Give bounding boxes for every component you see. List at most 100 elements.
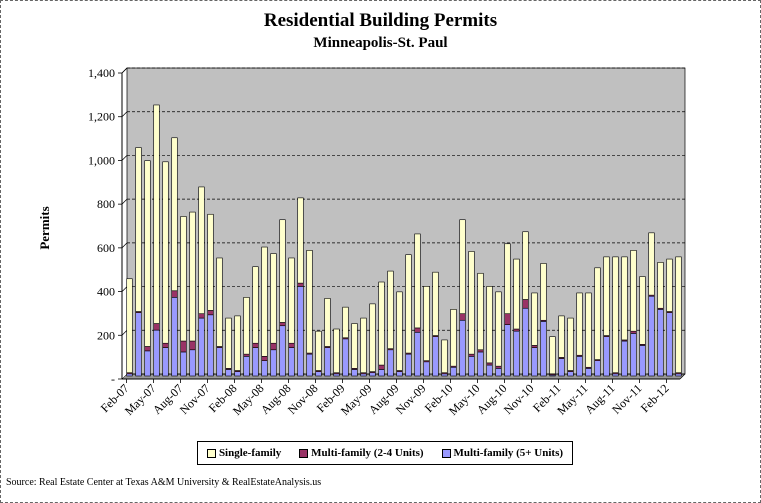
x-tick-label: May-11 [554, 381, 590, 417]
bar-segment [171, 137, 178, 292]
bar-segment [522, 231, 529, 300]
bar-segment [657, 262, 664, 309]
bar-segment [432, 271, 439, 336]
bar-segment [504, 324, 511, 377]
gridline-diagonal [121, 242, 128, 249]
bar-segment [513, 258, 520, 330]
bar-segment [558, 315, 565, 358]
y-tick-label: 400 [97, 285, 115, 299]
bar-segment [126, 278, 133, 374]
bar-segment [180, 216, 187, 342]
x-tick-label: May-10 [446, 381, 483, 418]
bar-segment [468, 356, 475, 377]
bar-segment [666, 258, 673, 312]
y-tick-label: 600 [97, 241, 115, 255]
x-tick-label: Nov-08 [285, 381, 321, 417]
bar-segment [396, 291, 403, 371]
bar-segment [225, 317, 232, 369]
x-tick-label: Nov-09 [393, 381, 429, 417]
bar-segment [225, 369, 232, 377]
bar-segment [252, 347, 259, 377]
bar-segment [261, 360, 268, 377]
bar-segment [423, 361, 430, 377]
bar-segment [207, 213, 214, 311]
bar-segment [153, 323, 160, 331]
bar-segment [585, 292, 592, 368]
bar-segment [405, 353, 412, 377]
bar-segment [540, 321, 547, 377]
bar-segment [252, 342, 259, 348]
bar-segment [495, 365, 502, 369]
bar-segment [162, 347, 169, 377]
bar-segment [513, 330, 520, 377]
bar-segment [612, 256, 619, 374]
bar-segment [360, 317, 367, 374]
bar-segment [405, 254, 412, 354]
bar-segment [585, 368, 592, 377]
bar-segment [459, 319, 466, 377]
legend-item-multi-2-4: Multi-family (2-4 Units) [299, 447, 424, 459]
x-tick-label: Nov-10 [501, 381, 537, 417]
bar-segment [621, 256, 628, 341]
x-tick-label: Feb-12 [638, 381, 672, 415]
bar-segment [576, 356, 583, 377]
bar-segment [423, 286, 430, 361]
bar-segment [603, 336, 610, 377]
bar-segment [414, 233, 421, 329]
bar-segment [189, 349, 196, 377]
bar-segment [171, 297, 178, 377]
legend-swatch-single-family [206, 448, 216, 458]
bar-segment [315, 371, 322, 377]
bar-segment [621, 340, 628, 377]
bar-segment [198, 317, 205, 377]
bar-segment [531, 347, 538, 377]
x-tick-label: Nov-07 [177, 381, 213, 417]
y-tick-label: 200 [97, 328, 115, 342]
bar-segment [486, 362, 493, 366]
bar-segment [351, 369, 358, 377]
bar-segment [378, 369, 385, 377]
bar-segment [450, 366, 457, 377]
bar-segment [333, 373, 340, 377]
legend-swatch-multi-2-4 [299, 448, 309, 458]
bar-segment [639, 345, 646, 377]
legend-label-multi-5plus: Multi-family (5+ Units) [453, 447, 564, 459]
bar-segment [603, 256, 610, 336]
bar-segment [468, 353, 475, 357]
bar-segment [522, 307, 529, 377]
bar-segment [441, 373, 448, 377]
bar-segment [477, 351, 484, 377]
gridline-diagonal [121, 111, 128, 117]
y-tick-label: 1,000 [88, 153, 115, 167]
legend: Single-family Multi-family (2-4 Units) M… [197, 441, 573, 465]
bar-segment [288, 257, 295, 344]
bar-segment [135, 312, 142, 377]
bar-segment [216, 347, 223, 377]
legend-label-single-family: Single-family [218, 447, 282, 459]
legend-swatch-multi-5plus [441, 448, 451, 458]
legend-item-single-family: Single-family [206, 447, 282, 459]
bar-segment [612, 373, 619, 377]
bar-segment [261, 246, 268, 357]
bar-segment [261, 356, 268, 362]
bar-segment [567, 371, 574, 377]
bar-segment [144, 160, 151, 347]
bar-segment [387, 349, 394, 377]
bar-segment [234, 371, 241, 377]
bar-segment [162, 342, 169, 348]
bar-segment [459, 219, 466, 315]
bar-segment [243, 297, 250, 355]
bar-segment [522, 299, 529, 309]
bar-segment [675, 256, 682, 374]
x-axis-end [679, 373, 686, 380]
bar-segment [432, 336, 439, 377]
bar-segment [648, 295, 655, 377]
bar-segment [504, 313, 511, 325]
bar-segment [270, 342, 277, 351]
bar-segment [297, 197, 304, 284]
bar-segment [441, 339, 448, 374]
bar-segment [360, 373, 367, 377]
bar-segment [351, 323, 358, 369]
bar-segment [243, 353, 250, 357]
chart-title: Residential Building Permits [263, 10, 498, 31]
